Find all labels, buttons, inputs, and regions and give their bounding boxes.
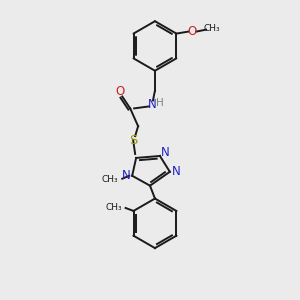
Text: N: N	[148, 98, 156, 111]
Text: O: O	[188, 25, 197, 38]
Text: CH₃: CH₃	[204, 24, 220, 33]
Text: CH₃: CH₃	[105, 203, 122, 212]
Text: N: N	[122, 169, 130, 182]
Text: N: N	[171, 165, 180, 178]
Text: O: O	[116, 85, 125, 98]
Text: N: N	[160, 146, 169, 160]
Text: CH₃: CH₃	[101, 175, 118, 184]
Text: S: S	[129, 134, 137, 147]
Text: H: H	[156, 98, 164, 108]
